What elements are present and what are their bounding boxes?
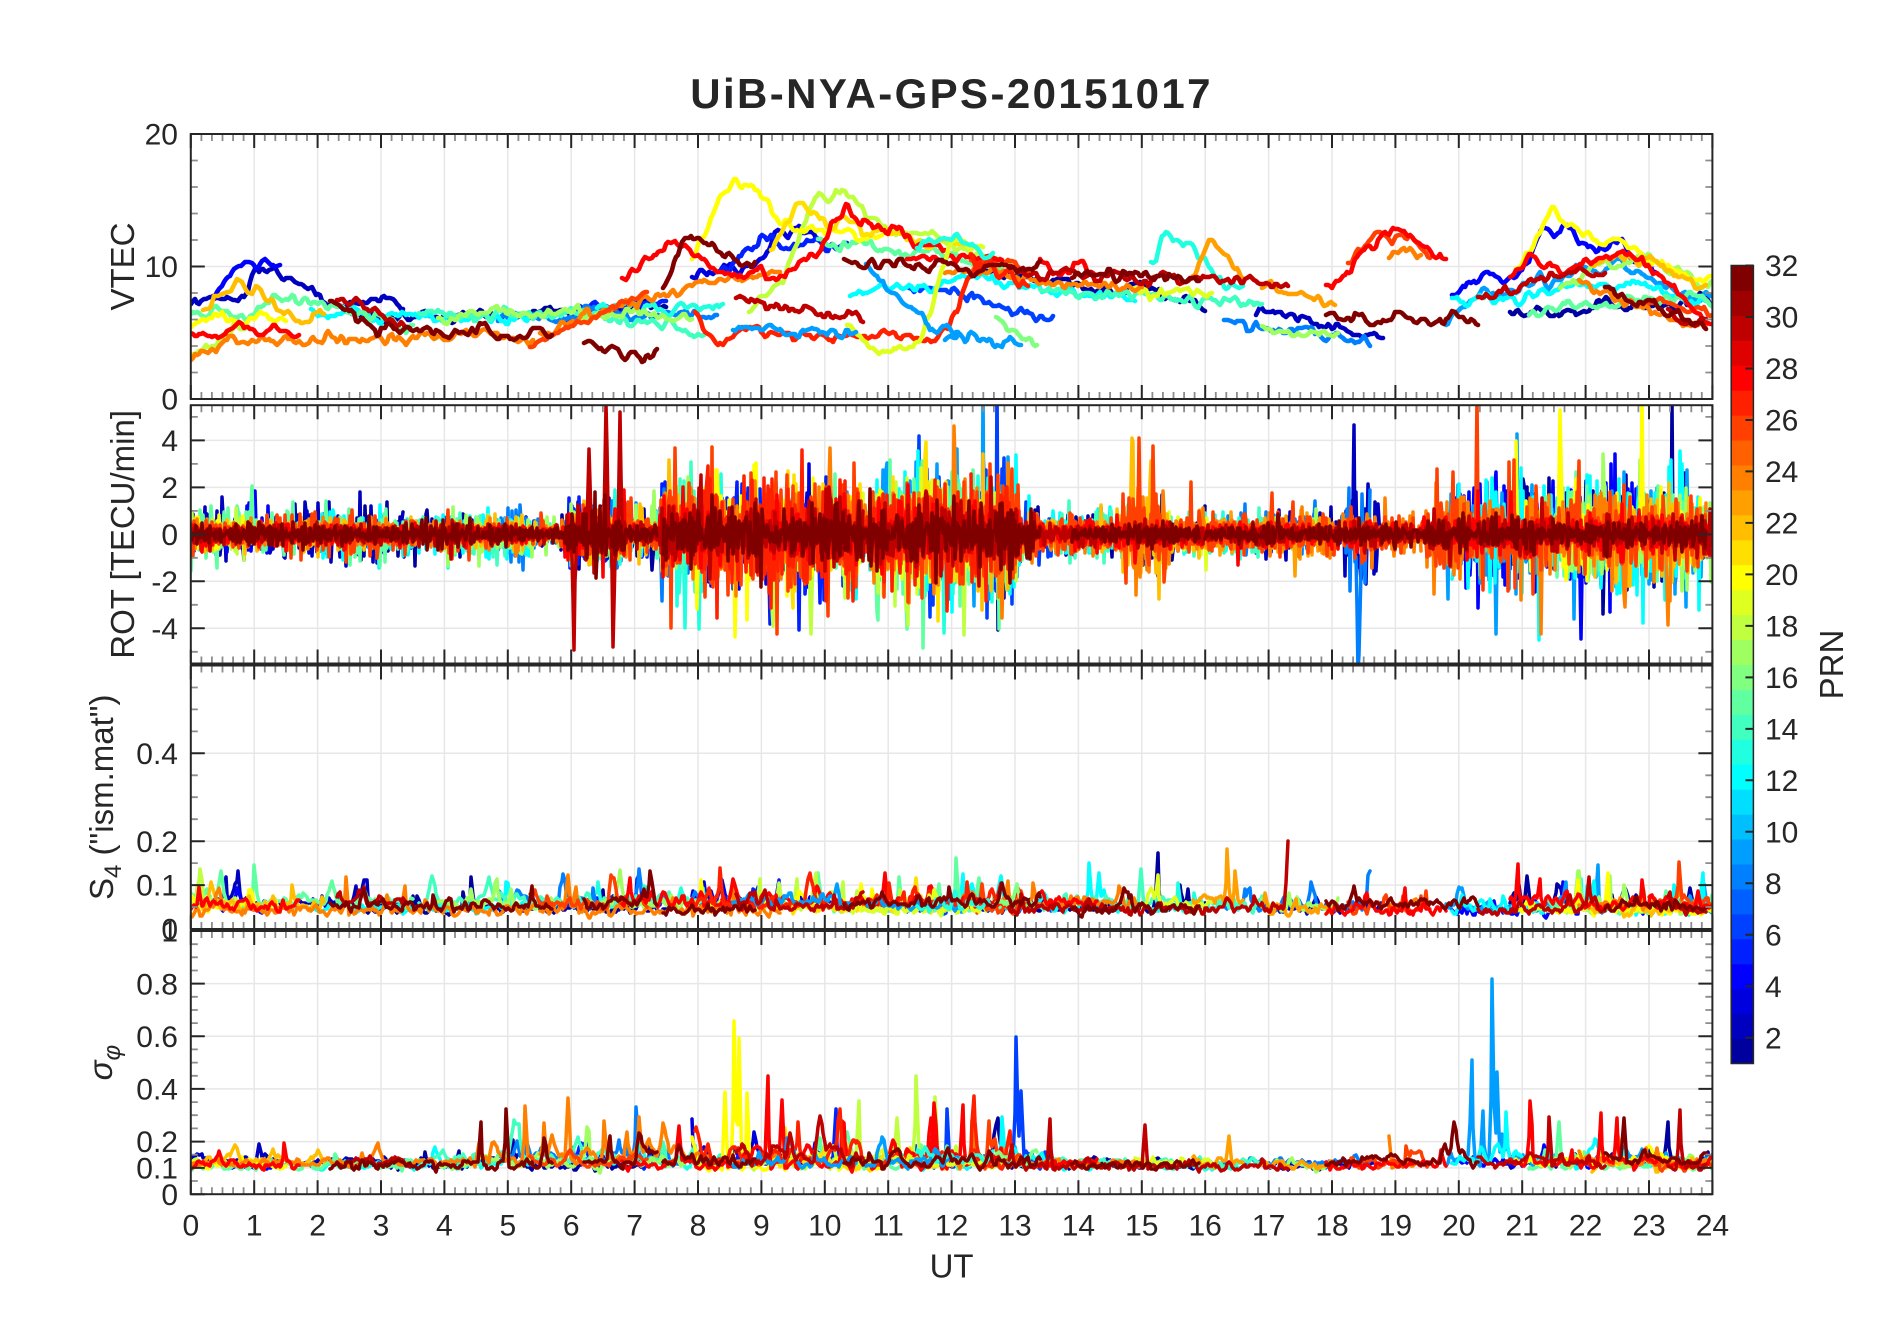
svg-text:20: 20: [1765, 559, 1798, 592]
svg-text:S4 ("ism.mat"): S4 ("ism.mat"): [83, 695, 127, 900]
svg-text:13: 13: [998, 1210, 1031, 1243]
svg-text:10: 10: [808, 1210, 841, 1243]
svg-text:1: 1: [161, 916, 178, 949]
svg-text:0: 0: [161, 519, 178, 552]
svg-text:22: 22: [1569, 1210, 1602, 1243]
svg-text:23: 23: [1632, 1210, 1665, 1243]
svg-text:24: 24: [1765, 456, 1798, 489]
svg-text:11: 11: [873, 1210, 904, 1243]
svg-text:4: 4: [1765, 971, 1782, 1004]
svg-text:15: 15: [1125, 1210, 1158, 1243]
svg-text:0.8: 0.8: [136, 968, 178, 1001]
svg-text:28: 28: [1765, 353, 1798, 386]
svg-text:8: 8: [690, 1210, 707, 1243]
svg-text:0.4: 0.4: [136, 738, 178, 771]
svg-text:4: 4: [161, 425, 178, 458]
svg-text:18: 18: [1765, 611, 1798, 644]
svg-text:VTEC: VTEC: [104, 222, 141, 310]
svg-text:0: 0: [161, 1179, 178, 1212]
svg-text:-4: -4: [151, 613, 178, 646]
svg-text:0.1: 0.1: [136, 1153, 178, 1186]
svg-text:16: 16: [1189, 1210, 1222, 1243]
svg-text:9: 9: [753, 1210, 770, 1243]
svg-text:21: 21: [1506, 1210, 1539, 1243]
svg-text:0.4: 0.4: [136, 1074, 178, 1107]
svg-text:UT: UT: [930, 1248, 974, 1285]
svg-text:2: 2: [161, 472, 178, 505]
svg-text:30: 30: [1765, 302, 1798, 335]
svg-text:PRN: PRN: [1813, 630, 1850, 700]
svg-text:0: 0: [161, 914, 178, 947]
svg-text:17: 17: [1252, 1210, 1285, 1243]
svg-text:3: 3: [373, 1210, 390, 1243]
svg-text:26: 26: [1765, 405, 1798, 438]
svg-text:10: 10: [1765, 816, 1798, 849]
svg-text:10: 10: [145, 251, 178, 284]
svg-text:0.2: 0.2: [136, 826, 178, 859]
svg-text:20: 20: [1442, 1210, 1475, 1243]
svg-text:0: 0: [161, 384, 178, 417]
svg-text:16: 16: [1765, 662, 1798, 695]
svg-text:8: 8: [1765, 868, 1782, 901]
svg-text:6: 6: [563, 1210, 580, 1243]
svg-text:UiB-NYA-GPS-20151017: UiB-NYA-GPS-20151017: [690, 70, 1213, 117]
svg-text:12: 12: [1765, 765, 1798, 798]
svg-text:14: 14: [1765, 714, 1798, 747]
svg-text:6: 6: [1765, 919, 1782, 952]
svg-text:4: 4: [436, 1210, 453, 1243]
svg-text:19: 19: [1379, 1210, 1412, 1243]
svg-text:ROT [TECU/min]: ROT [TECU/min]: [104, 410, 141, 659]
svg-text:24: 24: [1696, 1210, 1729, 1243]
svg-text:1: 1: [246, 1210, 263, 1243]
svg-text:0: 0: [182, 1210, 199, 1243]
svg-text:7: 7: [626, 1210, 643, 1243]
svg-text:0.6: 0.6: [136, 1021, 178, 1054]
svg-text:2: 2: [309, 1210, 326, 1243]
svg-text:32: 32: [1765, 250, 1798, 283]
svg-text:2: 2: [1765, 1022, 1782, 1055]
svg-text:5: 5: [499, 1210, 516, 1243]
svg-text:18: 18: [1315, 1210, 1348, 1243]
svg-text:14: 14: [1062, 1210, 1095, 1243]
svg-text:20: 20: [145, 119, 178, 152]
svg-text:0.1: 0.1: [136, 870, 178, 903]
svg-text:-2: -2: [151, 566, 178, 599]
svg-text:22: 22: [1765, 508, 1798, 541]
svg-text:12: 12: [935, 1210, 968, 1243]
svg-text:0.2: 0.2: [136, 1126, 178, 1159]
